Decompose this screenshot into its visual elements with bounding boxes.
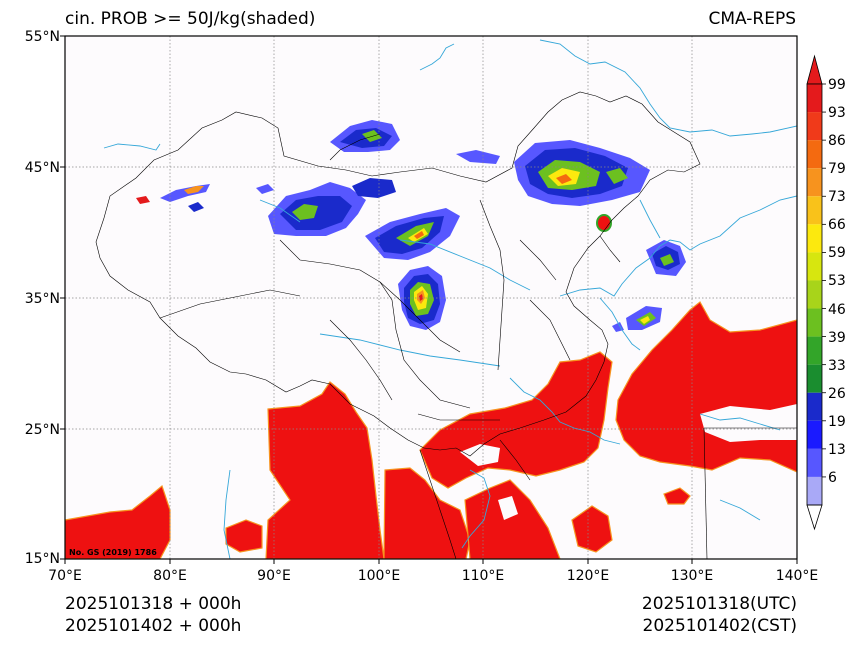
colorbar-label: 46 bbox=[828, 301, 846, 318]
cluster-central bbox=[365, 208, 460, 260]
cluster-loess bbox=[398, 266, 446, 330]
colorbar-segment bbox=[807, 84, 822, 113]
colorbar-segment bbox=[807, 392, 822, 421]
colorbar-label: 39 bbox=[828, 329, 846, 346]
map-title: cin. PROB >= 50J/kg(shaded) bbox=[65, 9, 316, 29]
lon-label-80: 80°E bbox=[153, 568, 187, 584]
colorbar-frame bbox=[806, 83, 823, 506]
hole-china bbox=[460, 444, 500, 466]
init-time-utc: 2025101318(UTC) bbox=[641, 594, 797, 614]
colorbar-segment bbox=[807, 364, 822, 393]
approval-number: No. GS (2019) 1786 bbox=[69, 548, 157, 557]
coastlines bbox=[103, 39, 797, 559]
colorbar-segment bbox=[807, 308, 822, 337]
colorbar-segment bbox=[807, 112, 822, 141]
forecast-time-cst: 2025101402 + 000h bbox=[65, 616, 242, 636]
colorbar-segment bbox=[807, 336, 822, 365]
prob-region-far-west bbox=[65, 484, 171, 559]
cluster-east bbox=[612, 240, 686, 332]
probability-shading bbox=[65, 120, 797, 559]
colorbar-segment bbox=[807, 448, 822, 477]
lon-label-140: 140°E bbox=[775, 568, 819, 584]
prob-region-india-blob bbox=[225, 519, 263, 553]
colorbar-segment bbox=[807, 196, 822, 225]
colorbar bbox=[806, 54, 826, 531]
lat-label-55: 55°N bbox=[24, 29, 60, 45]
colorbar-label: 33 bbox=[828, 357, 846, 374]
axis-ticks bbox=[60, 35, 798, 564]
lon-label-90: 90°E bbox=[257, 568, 291, 584]
colorbar-label: 73 bbox=[828, 189, 846, 206]
colorbar-segment bbox=[807, 140, 822, 169]
colorbar-label: 26 bbox=[828, 385, 846, 402]
colorbar-label: 86 bbox=[828, 133, 846, 150]
prob-region-north-blob bbox=[596, 214, 612, 232]
colorbar-extend-top bbox=[806, 54, 823, 85]
colorbar-segment bbox=[807, 420, 822, 449]
colorbar-label: 93 bbox=[828, 105, 846, 122]
colorbar-segment bbox=[807, 252, 822, 281]
lon-label-110: 110°E bbox=[461, 568, 505, 584]
colorbar-segment bbox=[807, 280, 822, 309]
colorbar-label: 59 bbox=[828, 245, 846, 262]
colorbar-label: 13 bbox=[828, 441, 846, 458]
colorbar-label: 79 bbox=[828, 161, 846, 178]
hole-pacific bbox=[700, 404, 797, 442]
cluster-xinjiang bbox=[136, 184, 274, 212]
cluster-northeast bbox=[514, 140, 650, 206]
lat-lon-grid bbox=[65, 36, 797, 559]
colorbar-label: 53 bbox=[828, 273, 846, 290]
colorbar-segment bbox=[807, 476, 822, 505]
lon-label-100: 100°E bbox=[357, 568, 401, 584]
colorbar-label: 99 bbox=[828, 77, 846, 93]
lon-label-70: 70°E bbox=[48, 568, 82, 584]
model-name: CMA-REPS bbox=[708, 9, 796, 29]
hole-indochina bbox=[498, 496, 518, 520]
init-time-cst: 2025101402(CST) bbox=[642, 616, 797, 636]
colorbar-label: 66 bbox=[828, 217, 846, 234]
lon-label-120: 120°E bbox=[566, 568, 610, 584]
colorbar-extend-bottom bbox=[806, 504, 823, 531]
prob-region-sea-blob bbox=[571, 505, 613, 553]
lat-label-25: 25°N bbox=[24, 422, 60, 438]
colorbar-label: 6 bbox=[828, 469, 837, 486]
colorbar-segment bbox=[807, 168, 822, 197]
colorbar-segment bbox=[807, 224, 822, 253]
borders bbox=[95, 91, 797, 559]
prob-region-southwest bbox=[265, 381, 385, 559]
lon-label-130: 130°E bbox=[670, 568, 714, 584]
forecast-time-utc: 2025101318 + 000h bbox=[65, 594, 242, 614]
lat-label-45: 45°N bbox=[24, 160, 60, 176]
lat-label-15: 15°N bbox=[24, 551, 60, 567]
lat-label-35: 35°N bbox=[24, 291, 60, 307]
colorbar-label: 19 bbox=[828, 413, 846, 430]
cluster-inner-mongolia bbox=[268, 120, 500, 236]
prob-region-ocean-small bbox=[663, 487, 691, 505]
